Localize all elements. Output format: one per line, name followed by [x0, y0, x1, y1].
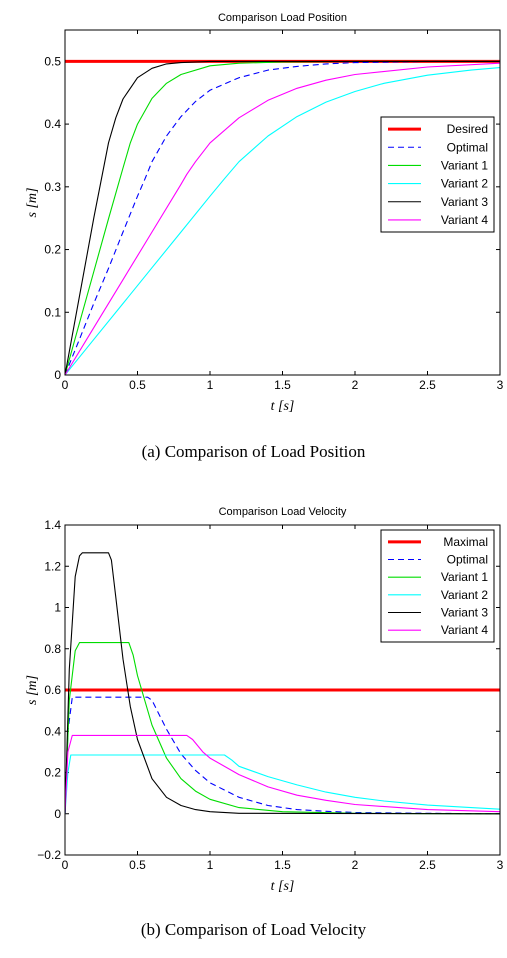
chart-load-velocity: Comparison Load Velocity 0 0.5 1 1.5 2 2.5 3 −0.… [25, 506, 504, 894]
legend-label-optimal: Optimal [447, 140, 488, 154]
x-tick-label: 0.5 [129, 858, 146, 872]
x-tick-label: 3 [497, 378, 504, 392]
y-tick-label: 0.5 [44, 54, 61, 68]
y-tick-label: 1.4 [44, 518, 61, 532]
legend-box [380, 116, 495, 233]
series-line-variant-4 [65, 62, 500, 375]
y-axis-label: s [m] [25, 188, 40, 218]
x-tick-label: 0.5 [129, 378, 146, 392]
y-tick-label: 0.6 [44, 683, 61, 697]
y-tick-label: 0 [54, 368, 61, 382]
chart-load-position: Comparison Load Position 0 0.5 1 1.5 2 2.5 3 0 0.… [25, 12, 504, 414]
legend-label-variant-2: Variant 2 [441, 588, 488, 602]
y-tick-label: 0.1 [44, 305, 61, 319]
legend-label-desired: Desired [447, 122, 488, 136]
caption-b: (b) Comparison of Load Velocity [140, 920, 367, 939]
legend-label-variant-2: Variant 2 [441, 177, 488, 191]
legend: Desired Optimal Variant 1 Variant 2 Variant … [380, 116, 495, 233]
series-line-variant-3 [65, 552, 500, 815]
y-tick-label: 0.2 [44, 243, 61, 257]
legend: Maximal Optimal Variant 1 Variant 2 Variant … [380, 529, 495, 643]
legend-label-variant-1: Variant 1 [441, 158, 488, 172]
y-tick-label: 0.4 [44, 724, 61, 738]
plot-lines [65, 552, 500, 815]
caption-a: (a) Comparison of Load Position [141, 442, 366, 461]
x-tick-label: 0 [62, 858, 69, 872]
x-tick-label: 3 [497, 858, 504, 872]
legend-box [380, 529, 495, 643]
plot-lines [65, 59, 500, 375]
legend-label-optimal: Optimal [447, 553, 488, 567]
series-line-variant-1 [65, 60, 500, 375]
y-tick-label: 1 [54, 601, 61, 615]
y-tick-label: 1.2 [44, 559, 61, 573]
y-tick-label: 0.8 [44, 642, 61, 656]
x-tick-label: 1.5 [274, 378, 291, 392]
axes-box [64, 29, 501, 376]
axes-box [64, 524, 501, 856]
legend-label-variant-1: Variant 1 [441, 570, 488, 584]
y-tick-label: −0.2 [37, 848, 61, 862]
y-tick-label: 0.4 [44, 117, 61, 131]
y-tick-label: 0 [54, 807, 61, 821]
series-line-variant-2 [65, 67, 500, 375]
y-tick-label: 0.2 [44, 766, 61, 780]
x-tick-label: 0 [62, 378, 69, 392]
x-tick-label: 2 [352, 858, 359, 872]
legend-label-variant-4: Variant 4 [441, 213, 488, 227]
series-line-optimal [65, 60, 500, 375]
x-axis-label: t [s] [271, 879, 295, 894]
x-tick-label: 1 [207, 378, 214, 392]
x-tick-label: 2.5 [419, 378, 436, 392]
series-line-variant-1 [65, 642, 500, 815]
series-line-variant-4 [65, 734, 500, 814]
legend-label-variant-3: Variant 3 [441, 195, 488, 209]
x-tick-label: 1.5 [274, 858, 291, 872]
x-axis-label: t [s] [271, 399, 295, 414]
x-tick-label: 2 [352, 378, 359, 392]
chart-title: Comparison Load Velocity [219, 506, 347, 518]
chart-title: Comparison Load Position [218, 12, 347, 24]
legend-label-maximal: Maximal [443, 535, 488, 549]
legend-label-variant-3: Variant 3 [441, 606, 488, 620]
series-line-optimal [65, 696, 500, 815]
legend-label-variant-4: Variant 4 [441, 623, 488, 637]
y-tick-label: 0.3 [44, 180, 61, 194]
series-line-variant-3 [65, 60, 500, 375]
y-axis-label: s [m] [25, 675, 40, 705]
series-line-variant-2 [65, 754, 500, 814]
x-tick-label: 2.5 [419, 858, 436, 872]
x-tick-label: 1 [207, 858, 214, 872]
